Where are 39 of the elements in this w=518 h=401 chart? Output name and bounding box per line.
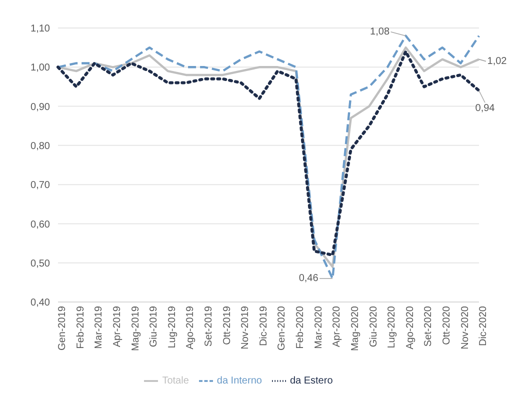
- x-tick-label: Mar-2020: [313, 306, 324, 349]
- x-tick-label: Lug-2020: [386, 306, 398, 348]
- x-tick-label: Feb-2019: [75, 306, 86, 349]
- annotation: 0,46: [298, 273, 319, 284]
- legend-label: da Interno: [216, 376, 262, 387]
- x-tick-label: Lug-2019: [166, 306, 178, 348]
- x-tick-label: Mag-2020: [350, 306, 361, 352]
- x-tick-label: Ago-2019: [185, 306, 196, 350]
- x-tick-label: Dic-2020: [478, 306, 490, 346]
- y-tick-label: 0,40: [30, 298, 50, 309]
- x-tick-label: Feb-2020: [295, 306, 306, 349]
- x-tick-label: Gen-2019: [57, 306, 68, 350]
- x-tick-label: Nov-2020: [460, 306, 471, 350]
- y-tick-label: 0,90: [30, 102, 50, 113]
- x-tick-label: Gen-2020: [276, 306, 288, 350]
- x-tick-label: Apr-2019: [112, 306, 124, 348]
- y-tick-label: 0,70: [30, 180, 50, 192]
- annotation: 1,08: [370, 26, 390, 38]
- annotation: 0,94: [475, 103, 496, 114]
- y-tick-label: 1,10: [30, 24, 50, 35]
- y-tick-label: 1,00: [30, 62, 50, 74]
- annotation: 1,02: [487, 56, 508, 67]
- x-tick-label: Mar-2019: [94, 306, 105, 349]
- x-tick-label: Ott-2019: [222, 306, 233, 345]
- x-tick-label: Dic-2019: [258, 306, 270, 346]
- x-tick-label: Apr-2020: [332, 306, 343, 348]
- legend-label: Totale: [162, 376, 189, 387]
- x-tick-label: Giu-2019: [148, 306, 160, 348]
- legend-label: da Estero: [290, 376, 333, 387]
- y-tick-label: 0,60: [30, 219, 50, 230]
- x-tick-label: Giu-2020: [368, 306, 380, 348]
- x-tick-label: Ago-2020: [404, 306, 416, 350]
- y-tick-label: 0,50: [30, 258, 50, 270]
- x-tick-label: Set-2019: [204, 306, 215, 347]
- x-tick-label: Nov-2019: [240, 306, 252, 350]
- x-tick-label: Mag-2019: [130, 306, 142, 352]
- y-tick-label: 0,80: [30, 140, 50, 152]
- x-tick-label: Set-2020: [423, 306, 434, 347]
- x-tick-label: Ott-2020: [441, 306, 452, 345]
